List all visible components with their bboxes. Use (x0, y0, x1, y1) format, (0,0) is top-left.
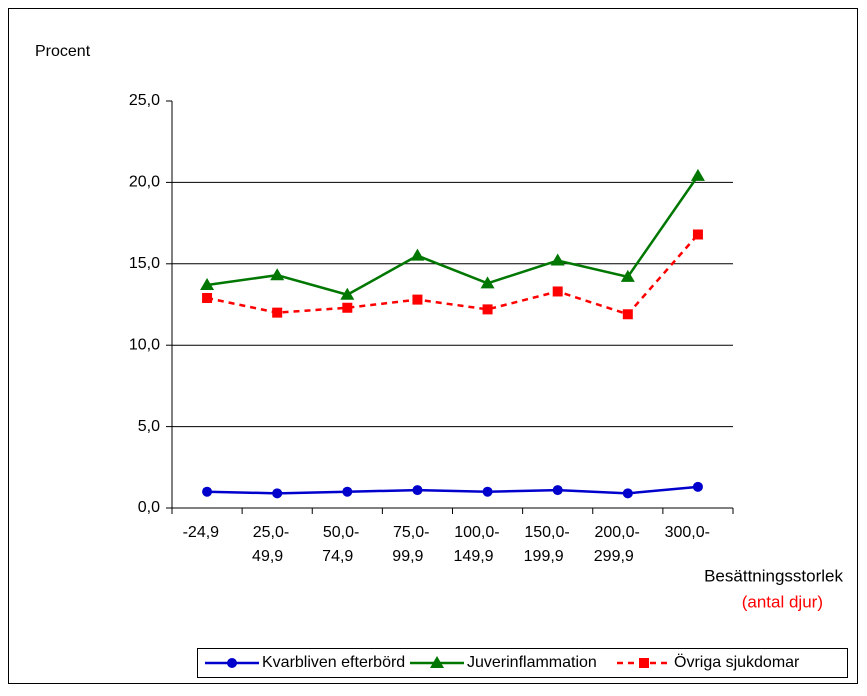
y-axis-label: Procent (35, 43, 91, 60)
legend-label: Juverinflammation (467, 654, 597, 671)
y-tick-label: 5,0 (138, 418, 160, 435)
x-axis-label: Besättningsstorlek (704, 566, 843, 585)
point (342, 486, 353, 497)
point (270, 268, 285, 281)
legend-label: Övriga sjukdomar (674, 653, 800, 671)
point (200, 277, 215, 290)
legend-label: Kvarbliven efterbörd (262, 654, 405, 671)
point (639, 658, 649, 668)
point (202, 292, 213, 303)
legend-box (197, 648, 848, 678)
y-tick-label: 20,0 (129, 174, 160, 191)
point (340, 287, 355, 300)
point (272, 307, 283, 318)
point (620, 269, 635, 282)
point (342, 302, 353, 313)
point (412, 485, 423, 496)
point (412, 294, 423, 305)
point (692, 229, 703, 240)
point (202, 486, 213, 497)
point (482, 304, 493, 315)
x-tick-label: 75,0-99,9 (392, 524, 429, 565)
point (227, 658, 237, 668)
point (482, 486, 493, 497)
x-tick-label: 25,0-49,9 (252, 524, 289, 565)
x-tick-label: -24,9 (183, 524, 220, 541)
point (622, 309, 633, 320)
series-line (206, 233, 699, 316)
point (552, 485, 563, 496)
x-tick-label: 100,0-149,9 (454, 524, 500, 565)
chart-border (8, 8, 858, 684)
x-tick-label: 150,0-199,9 (524, 524, 570, 565)
point (622, 488, 633, 499)
point (480, 276, 495, 289)
series-line (207, 485, 699, 495)
point (552, 286, 563, 297)
x-tick-label: 50,0-74,9 (322, 524, 359, 565)
x-axis-note: (antal djur) (742, 592, 823, 611)
y-tick-label: 15,0 (129, 255, 160, 272)
point (410, 248, 425, 261)
point (692, 481, 703, 492)
point (690, 168, 705, 181)
series-line (206, 175, 699, 297)
y-tick-label: 10,0 (129, 336, 160, 353)
point (550, 253, 565, 266)
y-tick-label: 0,0 (138, 499, 160, 516)
point (430, 656, 444, 668)
x-tick-label: 300,0- (665, 524, 710, 541)
y-tick-label: 25,0 (129, 92, 160, 109)
point (272, 488, 283, 499)
x-tick-label: 200,0-299,9 (594, 524, 640, 565)
